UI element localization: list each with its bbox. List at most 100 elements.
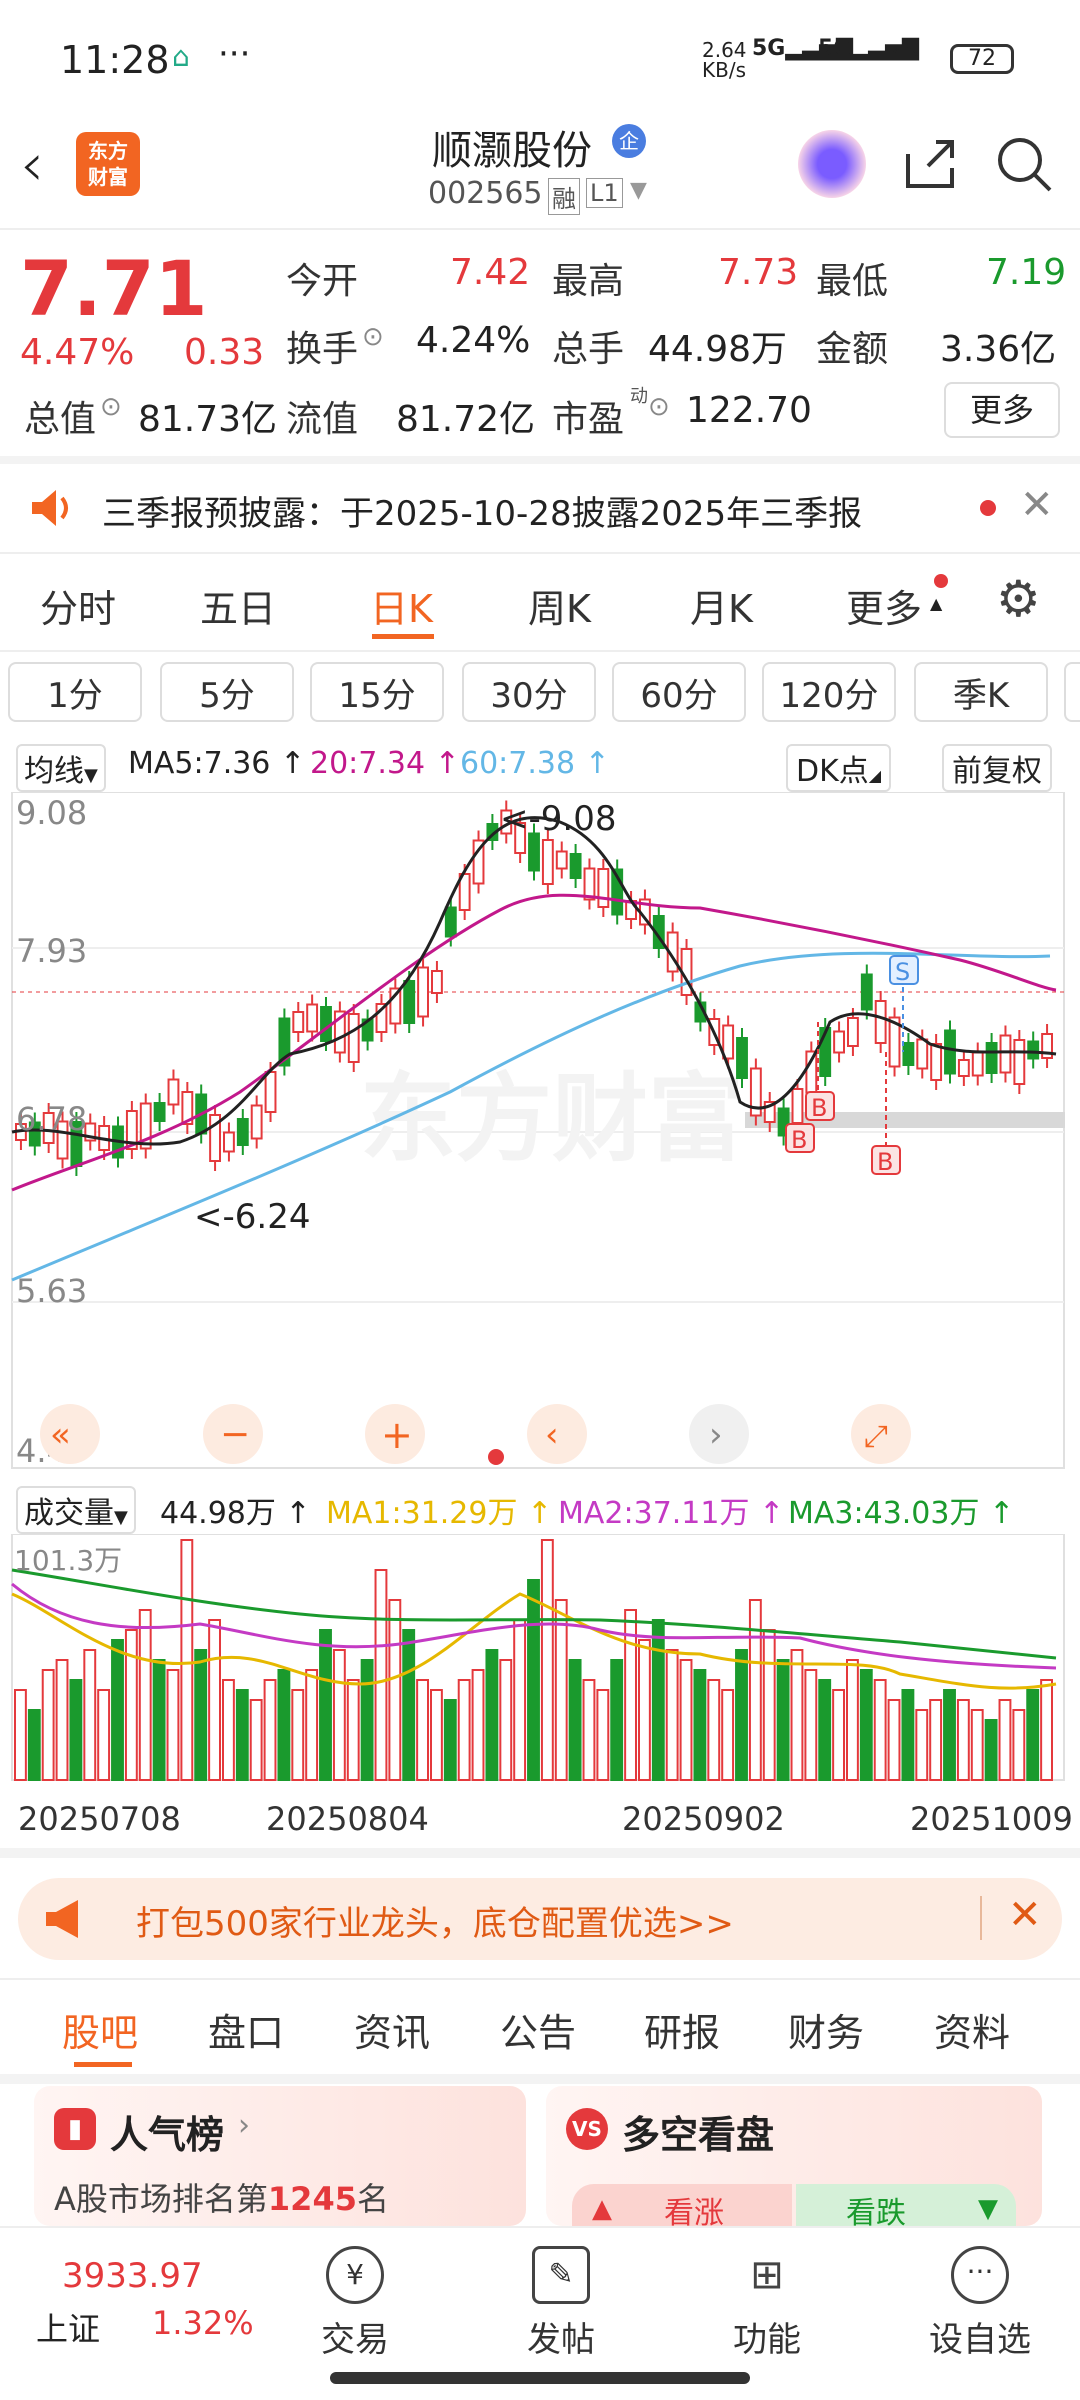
- close-icon[interactable]: ✕: [1020, 482, 1054, 528]
- svg-text:‹: ‹: [545, 1415, 559, 1455]
- tab-guba[interactable]: 股吧: [62, 2011, 139, 2055]
- volume-bar: [277, 1669, 291, 1781]
- chip-quarter-k[interactable]: 季K: [914, 662, 1048, 722]
- more-button[interactable]: 更多: [944, 382, 1060, 438]
- volume-latest: 44.98万 ↑: [160, 1496, 311, 1531]
- volume-bar: [194, 1649, 208, 1781]
- volume-bar: [249, 1699, 263, 1781]
- fullscreen-button[interactable]: ⤢: [851, 1404, 911, 1464]
- dots-icon: ···: [951, 2246, 1009, 2304]
- bullish-button[interactable]: 看涨 ▲: [572, 2184, 792, 2231]
- candle: [930, 1043, 943, 1081]
- tab-more[interactable]: 更多: [846, 587, 923, 631]
- grid-icon: ⊞: [750, 2252, 784, 2298]
- volume-bar: [55, 1659, 69, 1781]
- prev-button[interactable]: ‹: [527, 1404, 587, 1464]
- divider: [0, 1848, 1080, 1858]
- indicator-select[interactable]: 成交量▼: [16, 1486, 136, 1534]
- edit-icon: ✎: [532, 2246, 590, 2304]
- tab-fenshi[interactable]: 分时: [40, 587, 117, 631]
- vol-ma1-line: [11, 1592, 1057, 1690]
- index-quote[interactable]: 3933.97 上证 1.32%: [0, 2228, 270, 2348]
- tab-announcement[interactable]: 公告: [500, 2011, 577, 2055]
- signal-b-1[interactable]: B: [805, 1022, 835, 1122]
- ma5-line: [11, 816, 1057, 1146]
- tab-wuri[interactable]: 五日: [200, 587, 277, 631]
- promo-banner[interactable]: 打包500家行业龙头，底仓配置优选>> ✕: [18, 1878, 1062, 1960]
- back-icon[interactable]: ‹: [20, 130, 44, 200]
- volume-bar: [41, 1669, 55, 1781]
- notice-bar[interactable]: 三季报预披露：于2025-10-28披露2025年三季报 ✕: [0, 464, 1080, 552]
- volume-bar: [1026, 1689, 1040, 1781]
- candle: [375, 1003, 388, 1033]
- double-left-button[interactable]: «: [40, 1404, 100, 1464]
- chip-60min[interactable]: 60分: [612, 662, 746, 722]
- info-icon[interactable]: ⊙: [362, 322, 384, 352]
- tab-research[interactable]: 研报: [644, 2011, 721, 2055]
- tab-day-k[interactable]: 日K: [370, 587, 433, 631]
- popularity-card[interactable]: ▮ 人气榜 › A股市场排名第1245名: [34, 2086, 526, 2226]
- divider: [0, 1978, 1080, 1980]
- tab-week-k[interactable]: 周K: [528, 587, 591, 631]
- candle: [874, 1000, 887, 1044]
- pop-title: 人气榜: [110, 2113, 225, 2157]
- chip-15min[interactable]: 15分: [310, 662, 444, 722]
- chevron-down-icon[interactable]: ▼: [630, 178, 647, 203]
- volume-bar: [319, 1629, 332, 1781]
- tab-month-k[interactable]: 月K: [690, 587, 753, 631]
- tab-finance[interactable]: 财务: [788, 2011, 865, 2055]
- nav-functions[interactable]: ⊞ 功能: [712, 2246, 822, 2361]
- tab-pankou[interactable]: 盘口: [208, 2011, 285, 2055]
- share-icon[interactable]: [900, 134, 960, 194]
- info-icon[interactable]: ⊙: [648, 392, 670, 422]
- candle: [514, 822, 527, 854]
- nav-post[interactable]: ✎ 发帖: [506, 2246, 616, 2361]
- volume-bar: [804, 1669, 818, 1781]
- signal-s[interactable]: S: [889, 955, 919, 1052]
- stock-name: 顺灏股份: [432, 128, 592, 174]
- gear-icon[interactable]: ⚙: [996, 570, 1041, 628]
- signal-b-3[interactable]: B: [871, 1052, 901, 1176]
- long-short-card[interactable]: VS 多空看盘 看涨 ▲ 看跌 ▼: [546, 2086, 1042, 2231]
- search-icon[interactable]: [994, 134, 1054, 194]
- kline-chart[interactable]: 东方财富 9.08 7.93 6.78 5.63 4.49 <-9.08 <-6…: [0, 792, 1080, 1472]
- zoom-in-button[interactable]: +: [365, 1404, 425, 1464]
- chip-1min[interactable]: 1分: [8, 662, 142, 722]
- nav-trade[interactable]: ¥ 交易: [300, 2246, 410, 2361]
- candle: [860, 973, 873, 1011]
- volume-bar: [859, 1669, 873, 1781]
- wifi-icon: ◠: [890, 36, 920, 76]
- signal-b-2[interactable]: B: [785, 1123, 815, 1154]
- candle: [555, 850, 568, 870]
- tab-profile[interactable]: 资料: [934, 2011, 1011, 2055]
- next-button[interactable]: ›: [689, 1404, 749, 1464]
- chip-5min[interactable]: 5分: [160, 662, 294, 722]
- candle: [541, 839, 554, 885]
- volume-bar: [735, 1649, 748, 1781]
- low-value: 7.19: [986, 252, 1067, 293]
- tab-news[interactable]: 资讯: [354, 2011, 431, 2055]
- chip-30min[interactable]: 30分: [462, 662, 596, 722]
- chip-overflow[interactable]: [1064, 662, 1080, 722]
- volume-bar: [499, 1659, 513, 1781]
- ma-type-select[interactable]: 均线▼: [16, 744, 106, 792]
- volume-bar: [402, 1629, 416, 1781]
- volume-chart[interactable]: 101.3万: [0, 1534, 1080, 1784]
- volume-bar: [332, 1649, 346, 1781]
- candle: [306, 1003, 319, 1033]
- nav-add-watchlist[interactable]: ··· 设自选: [920, 2246, 1040, 2361]
- chip-120min[interactable]: 120分: [762, 662, 896, 722]
- zoom-out-button[interactable]: −: [203, 1404, 263, 1464]
- adjust-select[interactable]: 前复权: [942, 744, 1052, 792]
- divider: [0, 650, 1080, 652]
- index-name: 上证: [36, 2310, 101, 2348]
- dk-point-select[interactable]: DK点◢: [786, 744, 892, 792]
- volume-bar: [388, 1599, 402, 1781]
- assistant-avatar[interactable]: [798, 130, 866, 198]
- bearish-button[interactable]: 看跌 ▼: [796, 2184, 1016, 2231]
- more-dots-icon: ···: [218, 34, 251, 74]
- close-icon[interactable]: ✕: [1008, 1892, 1042, 1938]
- candle: [791, 1088, 804, 1124]
- vol-ma2-line: [11, 1582, 1057, 1670]
- info-icon[interactable]: ⊙: [100, 392, 122, 422]
